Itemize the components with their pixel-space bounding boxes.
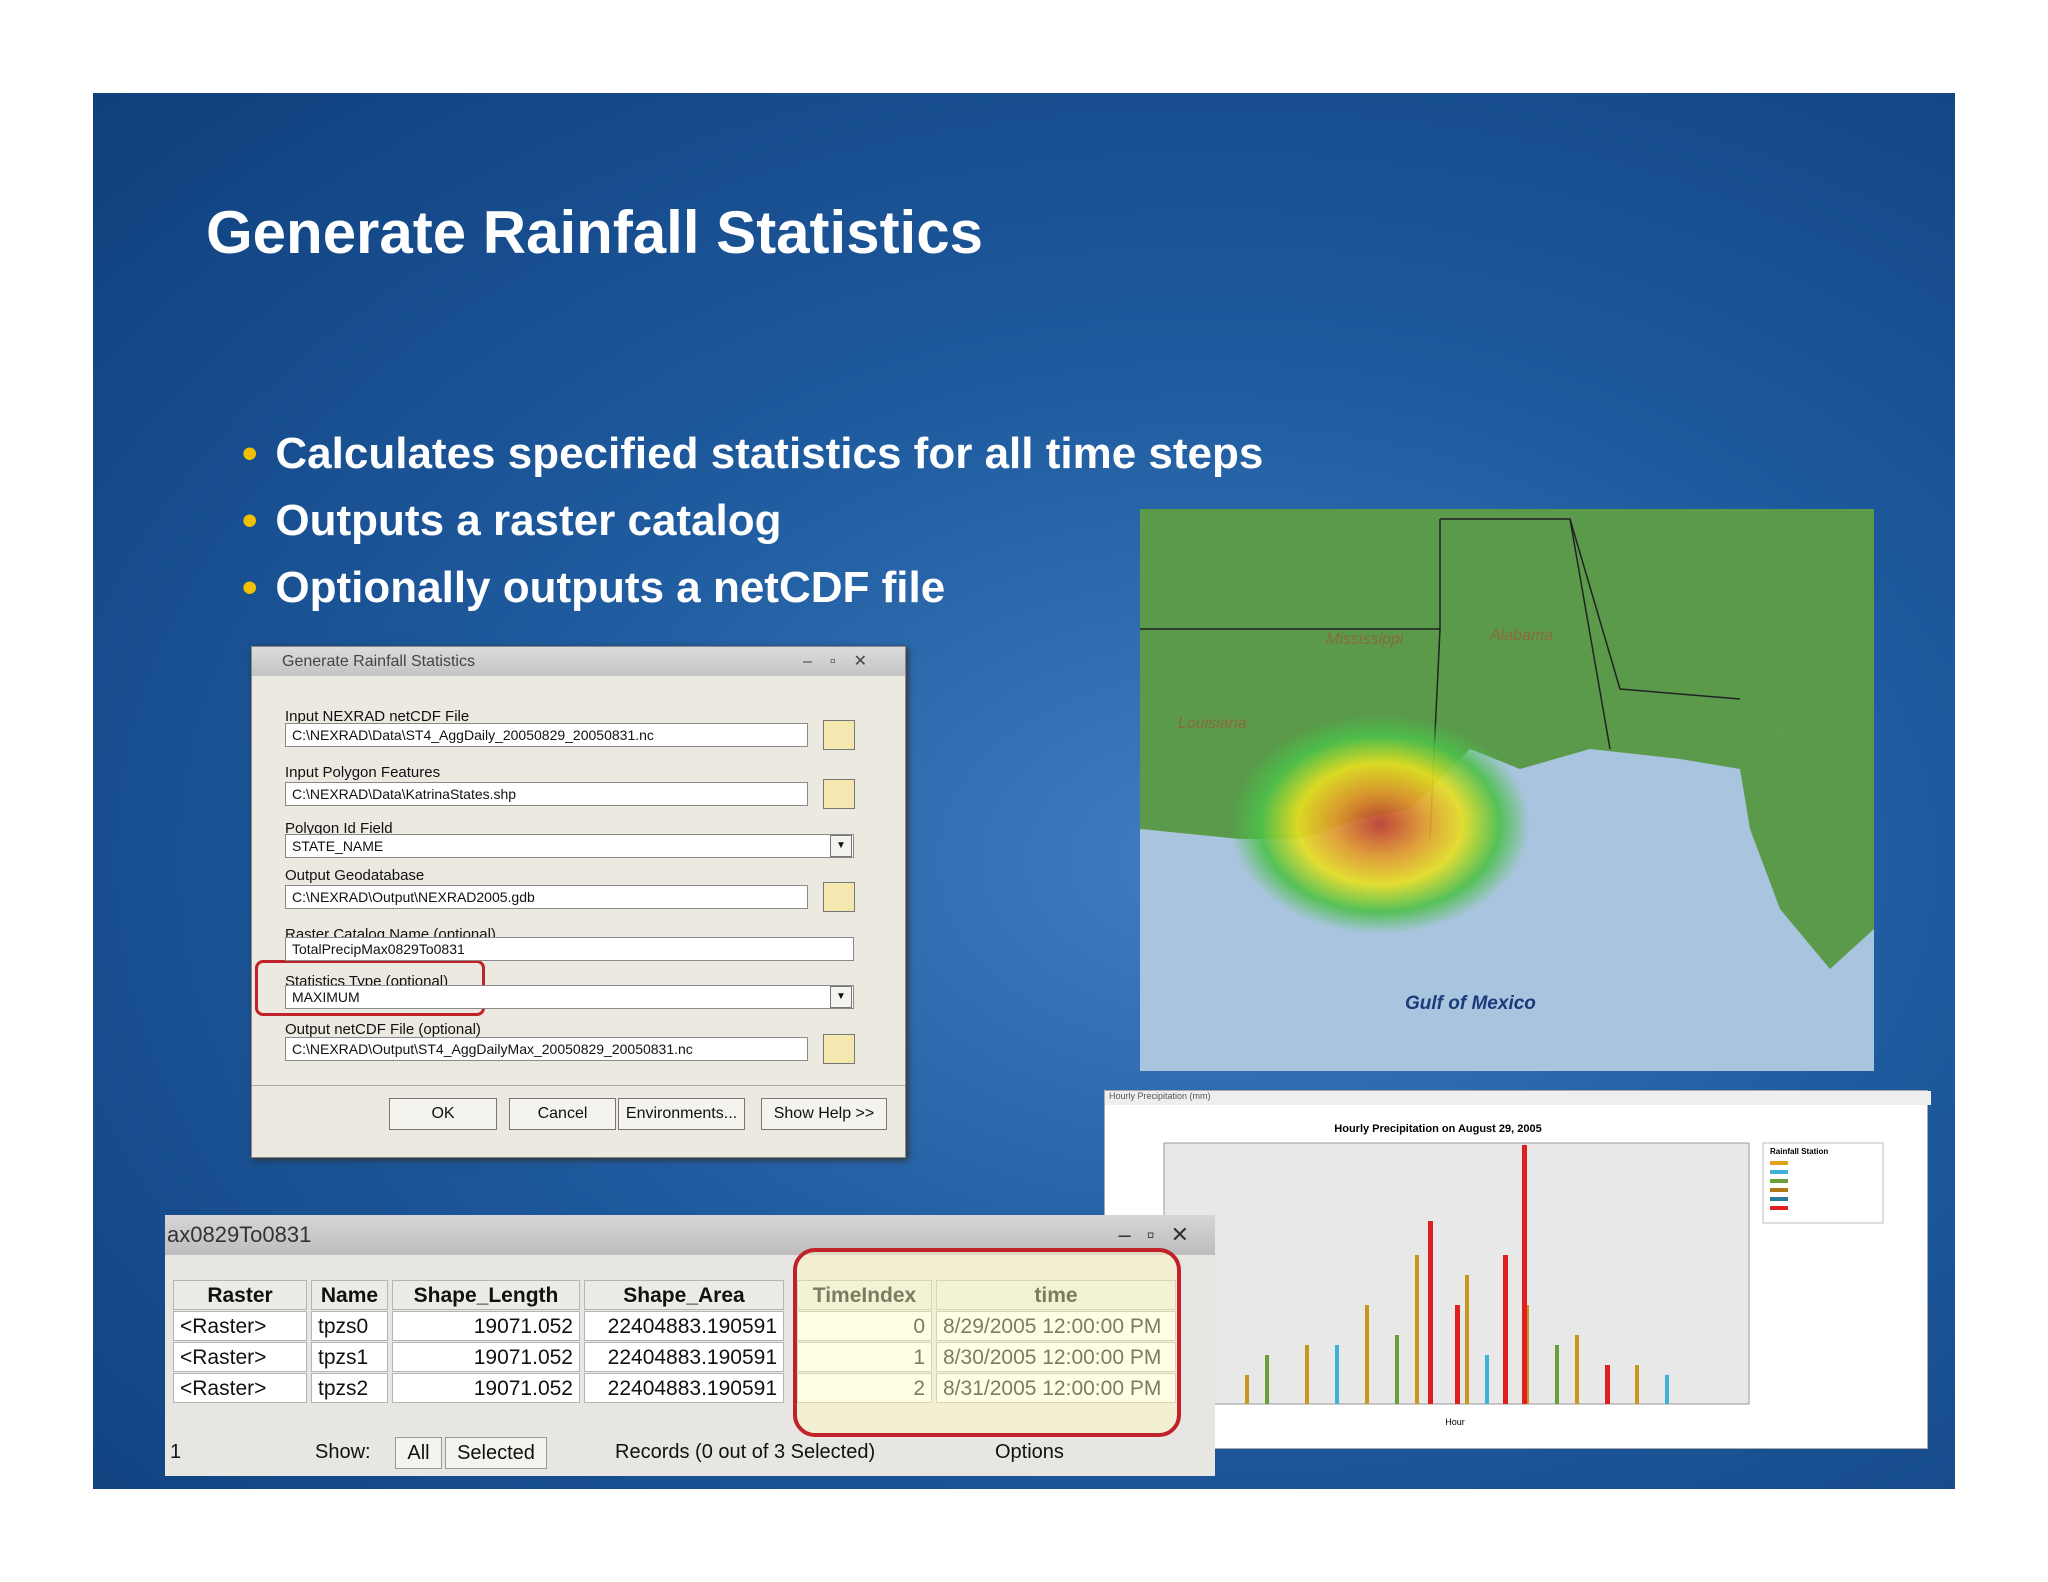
table-cell: 0 xyxy=(797,1311,932,1341)
table-cell: 19071.052 xyxy=(392,1311,580,1341)
bullet-dot: • xyxy=(242,496,258,545)
map-label: Mississippi xyxy=(1326,631,1404,648)
bullet: • Optionally outputs a netCDF file xyxy=(242,563,945,613)
attribute-table: ax0829To0831 –▫✕ Raster Name Shape_Length S… xyxy=(165,1215,1215,1476)
window-controls[interactable]: –▫✕ xyxy=(1118,1222,1205,1247)
dialog-titlebar: Generate Rainfall Statistics –▫✕ xyxy=(252,647,905,676)
field-label: Output Geodatabase xyxy=(285,867,425,884)
footer-item[interactable]: Options xyxy=(995,1441,1064,1463)
legend-title: Rainfall Station xyxy=(1770,1147,1828,1156)
text-field[interactable]: MAXIMUM xyxy=(285,985,854,1009)
browse-button[interactable] xyxy=(823,779,855,809)
dialog-title: Generate Rainfall Statistics xyxy=(282,653,475,670)
bullet-text: Optionally outputs a netCDF file xyxy=(275,563,946,612)
browse-button[interactable] xyxy=(823,1034,855,1064)
slide-title: Generate Rainfall Statistics xyxy=(206,199,983,266)
table-cell: 2 xyxy=(797,1373,932,1403)
bullet: • Outputs a raster catalog xyxy=(242,496,782,546)
map-label: Gulf of Mexico xyxy=(1405,993,1536,1014)
button[interactable]: Cancel xyxy=(509,1098,616,1130)
button[interactable]: Show Help >> xyxy=(761,1098,887,1130)
bullet-dot: • xyxy=(242,429,258,478)
field-label: Input Polygon Features xyxy=(285,764,441,781)
table-cell: 8/29/2005 12:00:00 PM xyxy=(936,1311,1176,1341)
footer-item[interactable]: All xyxy=(395,1437,442,1469)
dialog: Generate Rainfall Statistics –▫✕ Input N… xyxy=(251,646,906,1158)
dropdown-arrow[interactable]: ▼ xyxy=(830,986,852,1008)
table-cell: 19071.052 xyxy=(392,1342,580,1372)
footer-item[interactable]: 1 xyxy=(170,1441,182,1463)
slide: Generate Rainfall Statistics Mississippi… xyxy=(93,93,1955,1489)
table-cell: 22404883.190591 xyxy=(584,1311,784,1341)
bullet-text: Calculates specified statistics for all … xyxy=(275,429,1264,478)
text-field[interactable]: STATE_NAME xyxy=(285,834,854,858)
text-field[interactable]: C:\NEXRAD\Output\NEXRAD2005.gdb xyxy=(285,885,808,909)
x-axis-label: Hour xyxy=(1445,1417,1465,1427)
footer-item[interactable]: Selected xyxy=(445,1437,547,1469)
table-cell: tpzs2 xyxy=(311,1373,388,1403)
dropdown-arrow[interactable]: ▼ xyxy=(830,835,852,857)
table-cell: <Raster> xyxy=(173,1311,307,1341)
map-label: Louisiana xyxy=(1178,715,1247,732)
table-cell: tpzs1 xyxy=(311,1342,388,1372)
column-header[interactable]: Shape_Length xyxy=(392,1280,580,1310)
browse-button[interactable] xyxy=(823,882,855,912)
field-label: Polygon Id Field xyxy=(285,820,393,837)
table-titlebar: ax0829To0831 –▫✕ xyxy=(165,1215,1215,1255)
map: Mississippi Alabama Louisiana Gulf of Me… xyxy=(1140,509,1874,1071)
separator xyxy=(252,1085,905,1086)
column-header[interactable]: TimeIndex xyxy=(797,1280,932,1310)
bullet: • Calculates specified statistics for all… xyxy=(242,429,1263,479)
map-label: Alabama xyxy=(1489,627,1553,644)
chart-title: Hourly Precipitation on August 29, 2005 xyxy=(1334,1123,1541,1135)
text-field[interactable]: C:\NEXRAD\Output\ST4_AggDailyMax_2005082… xyxy=(285,1037,808,1061)
table-title: ax0829To0831 xyxy=(167,1222,312,1247)
button[interactable]: Environments... xyxy=(618,1098,745,1130)
table-cell: 19071.052 xyxy=(392,1373,580,1403)
table-cell: 1 xyxy=(797,1342,932,1372)
field-label: Input NEXRAD netCDF File xyxy=(285,708,470,725)
column-header[interactable]: Name xyxy=(311,1280,388,1310)
table-cell: <Raster> xyxy=(173,1373,307,1403)
bullet-text: Outputs a raster catalog xyxy=(275,496,782,545)
footer-item: Show: xyxy=(315,1441,371,1463)
chart-window: Hourly Precipitation (mm) Hourly Precipi… xyxy=(1104,1090,1931,1449)
column-header[interactable]: Shape_Area xyxy=(584,1280,784,1310)
column-header[interactable]: time xyxy=(936,1280,1176,1310)
table-cell: 22404883.190591 xyxy=(584,1342,784,1372)
table-cell: tpzs0 xyxy=(311,1311,388,1341)
text-field[interactable]: TotalPrecipMax0829To0831 xyxy=(285,937,854,961)
text-field[interactable]: C:\NEXRAD\Data\KatrinaStates.shp xyxy=(285,782,808,806)
table-cell: 8/30/2005 12:00:00 PM xyxy=(936,1342,1176,1372)
browse-button[interactable] xyxy=(823,720,855,750)
footer-item: Records (0 out of 3 Selected) xyxy=(615,1441,876,1463)
text-field[interactable]: C:\NEXRAD\Data\ST4_AggDaily_20050829_200… xyxy=(285,723,808,747)
bullet-dot: • xyxy=(242,563,258,612)
button[interactable]: OK xyxy=(389,1098,497,1130)
table-cell: 22404883.190591 xyxy=(584,1373,784,1403)
window-controls[interactable]: –▫✕ xyxy=(803,653,885,670)
field-label: Output netCDF File (optional) xyxy=(285,1021,481,1038)
table-cell: 8/31/2005 12:00:00 PM xyxy=(936,1373,1176,1403)
chart-image: Hourly Precipitation on August 29, 2005 … xyxy=(1163,1123,1884,1427)
chart-window-title: Hourly Precipitation (mm) xyxy=(1105,1091,1931,1105)
column-header[interactable]: Raster xyxy=(173,1280,307,1310)
table-cell: <Raster> xyxy=(173,1342,307,1372)
